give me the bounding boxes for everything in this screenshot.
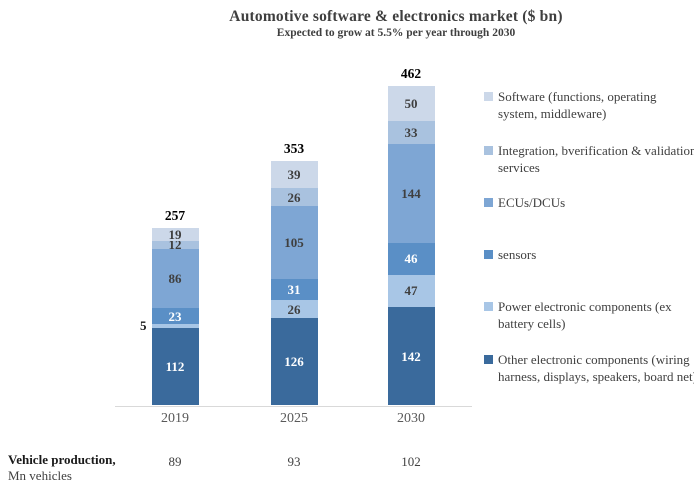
footer-label-vehicle-production: Vehicle production,: [8, 452, 116, 467]
bar-2030-segment-2: 46: [387, 242, 435, 275]
legend-swatch-icon: [484, 302, 493, 311]
bar-2025: 126 26 31 105 26 39: [270, 161, 318, 405]
legend-label: Power electronic components (ex battery …: [498, 299, 672, 331]
x-axis-label-2025: 2025: [280, 411, 308, 426]
footer-value-2019: 89: [168, 454, 182, 469]
legend-label: Other electronic components (wiring harn…: [498, 352, 694, 384]
total-label-2025: 353: [283, 141, 305, 157]
legend-swatch-icon: [484, 355, 493, 364]
bar-2019: 112 23 86 12 19: [151, 226, 199, 405]
legend-item-2: ECUs/DCUs: [484, 194, 694, 211]
legend-label: Software (functions, operating system, m…: [498, 89, 657, 121]
legend-item-1: Integration, bverification & validation …: [484, 142, 694, 176]
legend-swatch-icon: [484, 92, 493, 101]
segment-value-label: 46: [404, 251, 418, 267]
bar-2025-segment-4: 26: [270, 188, 318, 207]
bar-2019-segment-4: 12: [151, 237, 199, 253]
bar-2030: 142 47 46 144 33 50: [387, 86, 435, 405]
legend-swatch-icon: [484, 198, 493, 207]
bar-2030-segment-5: 50: [387, 86, 435, 121]
segment-value-label: 47: [404, 283, 418, 299]
legend-item-5: Other electronic components (wiring harn…: [484, 351, 694, 385]
total-label-2019: 257: [164, 207, 186, 223]
legend-item-0: Software (functions, operating system, m…: [484, 88, 694, 122]
footer-value-2030: 102: [401, 454, 421, 469]
bar-2019-segment-1: [151, 324, 199, 328]
segment-value-label: 126: [284, 354, 304, 370]
legend-item-3: sensors: [484, 246, 694, 263]
segment-value-label: 31: [287, 281, 301, 297]
legend-label: Integration, bverification & validation …: [498, 143, 694, 175]
legend-swatch-icon: [484, 146, 493, 155]
footer-value-2025: 93: [287, 454, 301, 469]
x-axis-label-2030: 2030: [397, 411, 425, 426]
legend-swatch-icon: [484, 250, 493, 259]
bar-2030-segment-4: 33: [387, 120, 435, 144]
segment-value-label: 19: [168, 226, 182, 242]
chart-subtitle: Expected to grow at 5.5% per year throug…: [276, 27, 516, 39]
bar-2025-segment-0: 126: [270, 318, 318, 405]
bar-2030-segment-3: 144: [387, 143, 435, 243]
segment-value-label: 12: [168, 237, 182, 253]
bar-2030-segment-0: 142: [387, 307, 435, 405]
segment-value-label: 39: [287, 167, 301, 183]
segment-value-label-outside: 5: [140, 318, 147, 334]
bar-2019-segment-3: 86: [151, 249, 199, 309]
bar-2025-segment-3: 105: [270, 206, 318, 279]
bar-2019-segment-2: 23: [151, 308, 199, 325]
segment-value-label: 23: [168, 308, 182, 324]
legend-item-4: Power electronic components (ex battery …: [484, 298, 694, 332]
segment-value-label: 142: [401, 348, 421, 364]
bar-2025-segment-2: 31: [270, 278, 318, 301]
segment-value-label: 33: [404, 124, 418, 140]
segment-value-label: 144: [401, 185, 421, 201]
x-axis-line: [115, 406, 472, 407]
segment-value-label: 50: [404, 95, 418, 111]
total-label-2030: 462: [400, 66, 422, 82]
bar-2019-segment-0: 112: [151, 327, 199, 405]
segment-value-label: 26: [287, 189, 301, 205]
bar-2019-segment-5: 19: [151, 226, 199, 242]
chart-title: Automotive software & electronics market…: [229, 8, 563, 25]
segment-value-label: 105: [284, 235, 304, 251]
legend-label: sensors: [498, 247, 537, 262]
footer-label-mn-vehicles: Mn vehicles: [8, 468, 72, 483]
bar-2030-segment-1: 47: [387, 274, 435, 308]
segment-value-label: 26: [287, 301, 301, 317]
segment-value-label: 112: [165, 358, 185, 374]
bar-2025-segment-5: 39: [270, 161, 318, 189]
bar-2025-segment-1: 26: [270, 300, 318, 319]
segment-value-label: 86: [168, 271, 182, 287]
x-axis-label-2019: 2019: [161, 411, 189, 426]
legend-label: ECUs/DCUs: [498, 195, 566, 210]
